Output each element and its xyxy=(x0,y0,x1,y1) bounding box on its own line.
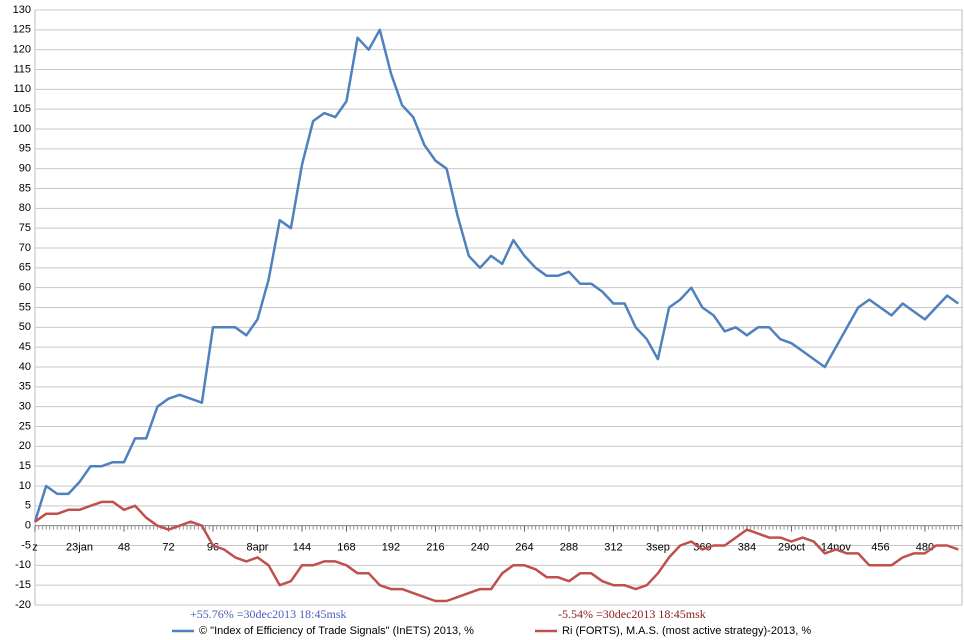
y-tick-label: 50 xyxy=(19,321,31,333)
y-tick-label: 125 xyxy=(13,24,31,36)
y-tick-label: 130 xyxy=(13,4,31,16)
y-tick-label: -10 xyxy=(15,559,31,571)
x-tick-label: 144 xyxy=(293,542,311,554)
y-tick-label: 90 xyxy=(19,163,31,175)
x-tick-label: 456 xyxy=(871,542,889,554)
x-tick-label: 48 xyxy=(118,542,130,554)
y-tick-label: 5 xyxy=(25,500,31,512)
y-tick-label: 55 xyxy=(19,301,31,313)
y-tick-label: 110 xyxy=(13,83,31,95)
y-tick-label: 115 xyxy=(13,63,31,75)
x-tick-label: 168 xyxy=(337,542,355,554)
y-tick-label: 20 xyxy=(19,440,31,452)
x-tick-label: 288 xyxy=(560,542,578,554)
x-tick-label: 360 xyxy=(693,542,711,554)
x-tick-label: 72 xyxy=(162,542,174,554)
x-tick-label: 8apr xyxy=(246,542,268,554)
y-tick-label: 25 xyxy=(19,420,31,432)
annotation: +55.76% =30dec2013 18:45msk xyxy=(190,607,347,621)
x-tick-label: 216 xyxy=(426,542,444,554)
y-tick-label: 45 xyxy=(19,341,31,353)
x-tick-label: 23jan xyxy=(66,542,93,554)
x-tick-label: 3sep xyxy=(646,542,670,554)
legend-label: Ri (FORTS), M.A.S. (most active strategy… xyxy=(562,625,811,637)
y-tick-label: 120 xyxy=(13,44,31,56)
y-tick-label: -20 xyxy=(15,599,31,611)
y-tick-label: 15 xyxy=(19,460,31,472)
x-tick-label: z xyxy=(32,542,38,554)
x-tick-label: 312 xyxy=(604,542,622,554)
y-tick-label: 60 xyxy=(19,282,31,294)
series-line xyxy=(34,500,959,603)
y-tick-label: -5 xyxy=(21,539,31,551)
y-tick-label: 95 xyxy=(19,143,31,155)
y-tick-label: 65 xyxy=(19,262,31,274)
y-tick-label: 40 xyxy=(19,361,31,373)
y-tick-label: 100 xyxy=(13,123,31,135)
legend-label: © "Index of Efficiency of Trade Signals"… xyxy=(199,625,474,637)
y-tick-label: 35 xyxy=(19,381,31,393)
y-tick-label: 85 xyxy=(19,182,31,194)
x-tick-label: 29oct xyxy=(778,542,805,554)
y-tick-label: 30 xyxy=(19,401,31,413)
series-line xyxy=(33,28,960,523)
y-tick-label: 0 xyxy=(25,520,31,532)
annotation: -5.54% =30dec2013 18:45msk xyxy=(558,607,706,621)
y-tick-label: 75 xyxy=(19,222,31,234)
x-tick-label: 384 xyxy=(738,542,756,554)
x-tick-label: 240 xyxy=(471,542,489,554)
y-tick-label: 70 xyxy=(19,242,31,254)
y-tick-label: 10 xyxy=(19,480,31,492)
x-tick-label: 96 xyxy=(207,542,219,554)
x-tick-label: 192 xyxy=(382,542,400,554)
x-tick-label: 264 xyxy=(515,542,533,554)
y-tick-label: 105 xyxy=(13,103,31,115)
y-tick-label: 80 xyxy=(19,202,31,214)
x-tick-label: 14nov xyxy=(821,542,851,554)
y-tick-label: -15 xyxy=(15,579,31,591)
